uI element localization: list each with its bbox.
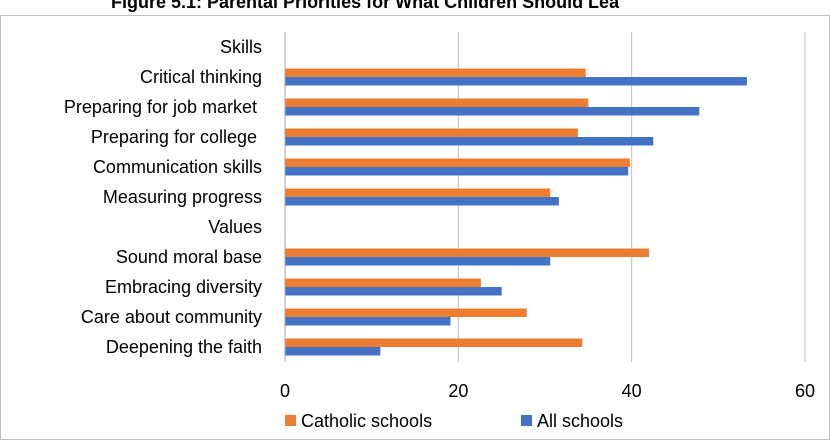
bar-catholic-9 bbox=[285, 308, 527, 317]
legend-swatch-all bbox=[521, 415, 532, 426]
bar-catholic-3 bbox=[285, 128, 578, 137]
bar-catholic-4 bbox=[285, 158, 630, 167]
category-label: Critical thinking bbox=[140, 67, 262, 87]
category-label: Preparing for college bbox=[91, 127, 262, 147]
category-label: Deepening the faith bbox=[106, 337, 262, 357]
bar-catholic-5 bbox=[285, 188, 551, 197]
bar-all-2 bbox=[285, 107, 700, 116]
bar-catholic-1 bbox=[285, 68, 586, 77]
bar-all-4 bbox=[285, 167, 629, 176]
bar-all-1 bbox=[285, 77, 747, 86]
legend-label-catholic: Catholic schools bbox=[301, 411, 432, 431]
category-label: Skills bbox=[220, 37, 262, 57]
bar-all-3 bbox=[285, 137, 654, 146]
category-labels: Skills Critical thinking Preparing for job… bbox=[64, 37, 262, 357]
bar-all-9 bbox=[285, 317, 451, 326]
legend: Catholic schools All schools bbox=[285, 411, 623, 431]
x-tick-label: 60 bbox=[795, 381, 815, 401]
category-label: Sound moral base bbox=[116, 247, 262, 267]
category-label: Communication skills bbox=[93, 157, 262, 177]
tick-labels: 0 20 40 60 bbox=[280, 381, 815, 401]
x-tick-label: 20 bbox=[448, 381, 468, 401]
bar-all-5 bbox=[285, 197, 559, 206]
legend-swatch-catholic bbox=[285, 415, 296, 426]
bar-all-7 bbox=[285, 257, 551, 266]
category-label: Embracing diversity bbox=[105, 277, 262, 297]
x-tick-label: 0 bbox=[280, 381, 290, 401]
legend-label-all: All schools bbox=[537, 411, 623, 431]
bar-all-10 bbox=[285, 347, 381, 356]
bars bbox=[285, 68, 747, 356]
category-label: Preparing for job market bbox=[64, 97, 262, 117]
x-tick-label: 40 bbox=[622, 381, 642, 401]
bar-catholic-8 bbox=[285, 278, 481, 287]
category-label: Measuring progress bbox=[103, 187, 262, 207]
bar-catholic-2 bbox=[285, 98, 589, 107]
chart-title: Figure 5.1: Parental Priorities for What… bbox=[111, 0, 620, 12]
category-label: Care about community bbox=[81, 307, 262, 327]
bar-all-8 bbox=[285, 287, 502, 296]
category-label: Values bbox=[208, 217, 262, 237]
bar-catholic-10 bbox=[285, 338, 583, 347]
bar-catholic-7 bbox=[285, 248, 649, 257]
chart-border bbox=[0, 15, 830, 440]
